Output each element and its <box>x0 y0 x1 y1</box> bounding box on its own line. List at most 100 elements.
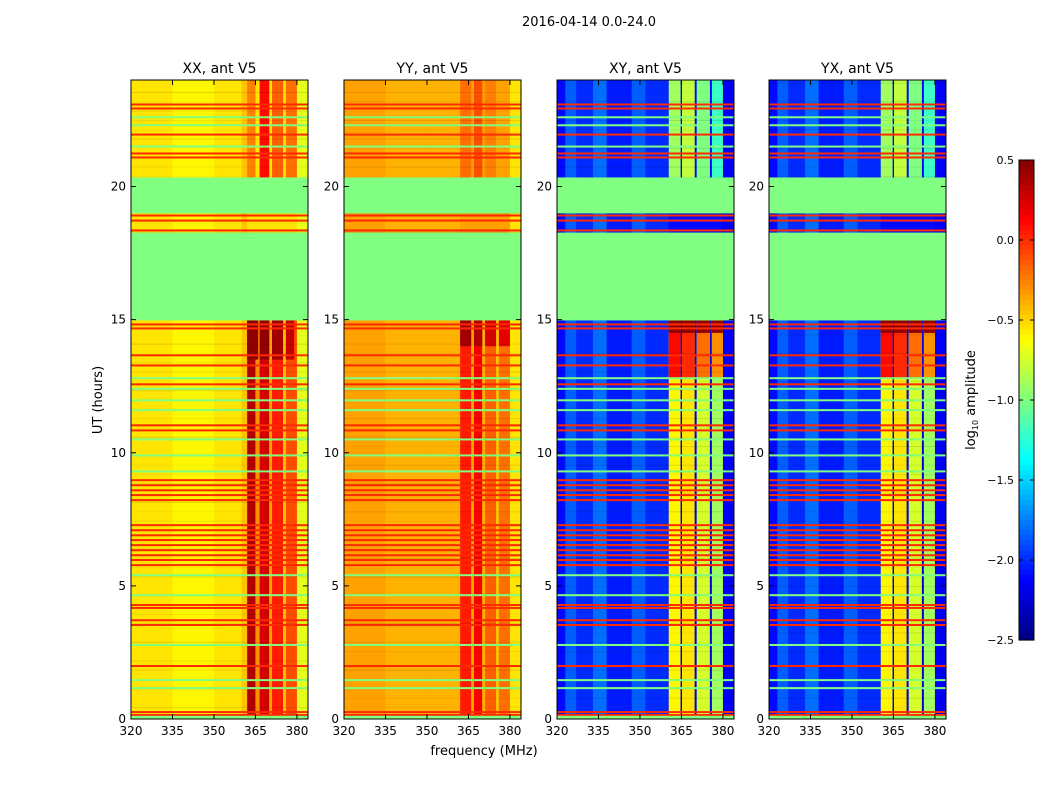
heatmap-rfi-line <box>769 494 946 497</box>
x-tick-label: 365 <box>670 724 693 738</box>
heatmap-texture-row <box>557 642 734 643</box>
heatmap-rfi-band <box>711 320 723 333</box>
colorbar-segment <box>1019 300 1034 306</box>
heatmap-texture-row <box>557 669 734 671</box>
colorbar-segment <box>1019 285 1034 291</box>
colorbar-segment <box>1019 540 1034 546</box>
x-tick-label: 350 <box>629 724 652 738</box>
heatmap-texture-row <box>557 436 734 438</box>
x-tick-label: 380 <box>711 724 734 738</box>
colorbar-segment <box>1019 525 1034 531</box>
heatmap-texture-row <box>769 139 946 140</box>
heatmap-flag-line <box>769 377 946 380</box>
colorbar-segment <box>1019 240 1034 246</box>
heatmap-texture-row <box>769 669 946 671</box>
heatmap-flag-line <box>344 594 521 597</box>
colorbar-tick-label: −2.5 <box>987 634 1014 647</box>
heatmap-flag-line <box>131 574 308 577</box>
heatmap-texture-row <box>769 585 946 587</box>
heatmap-texture-row <box>769 437 946 438</box>
colorbar-segment <box>1019 455 1034 461</box>
heatmap-flag-line <box>344 454 521 457</box>
heatmap-texture-row <box>344 119 521 121</box>
heatmap-texture-row <box>344 343 521 345</box>
heatmap-texture-row <box>769 390 946 391</box>
heatmap-flag-line <box>557 399 734 402</box>
heatmap-rfi-line <box>344 327 521 330</box>
axes-frame <box>130 79 309 720</box>
heatmap-texture-row <box>344 614 521 615</box>
heatmap-rfi-band <box>696 320 710 333</box>
heatmap-texture-row <box>131 343 308 345</box>
axes-frame <box>556 79 735 720</box>
colorbar-segment <box>1019 560 1034 566</box>
heatmap-flag-line <box>557 438 734 441</box>
colorbar-segment <box>1019 580 1034 586</box>
heatmap-texture-row <box>557 614 734 615</box>
y-tick-label: 10 <box>324 446 339 460</box>
x-tick-label: 335 <box>587 724 610 738</box>
heatmap-texture-row <box>557 352 734 354</box>
heatmap-rfi-band <box>259 320 270 360</box>
heatmap-texture-row <box>131 362 308 364</box>
colorbar: 0.5 0.0 −0.5 −1.0 −1.5 −2.0 −2.5 <box>987 154 1035 647</box>
heatmap-texture-row <box>769 119 946 121</box>
heatmap-rfi-line <box>131 479 308 482</box>
heatmap-flag-line <box>769 399 946 402</box>
x-axis-label: frequency (MHz) <box>430 744 537 759</box>
y-tick-label: 5 <box>756 579 764 593</box>
heatmap-rfi-line <box>131 327 308 330</box>
colorbar-segment <box>1019 270 1034 276</box>
heatmap-texture-row <box>557 483 734 485</box>
heatmap-rfi-line <box>557 499 734 502</box>
heatmap-texture-row <box>131 353 308 354</box>
heatmap-rfi-band <box>269 319 273 719</box>
heatmap-rfi-line <box>769 152 946 155</box>
y-tick-label: 5 <box>331 579 339 593</box>
heatmap-rfi-line <box>344 494 521 497</box>
heatmap-texture-row <box>769 446 946 448</box>
figure-title: 2016-04-14 0.0-24.0 <box>522 15 656 30</box>
y-tick-label: 15 <box>749 313 764 327</box>
heatmap-rfi-line <box>769 107 946 110</box>
colorbar-segment <box>1019 570 1034 576</box>
heatmap-rfi-line <box>344 214 521 217</box>
colorbar-segment <box>1019 220 1034 226</box>
heatmap-texture-row <box>344 623 521 625</box>
heatmap-rfi-line <box>344 604 521 607</box>
heatmap-rfi-line <box>131 606 308 609</box>
heatmap-texture-row <box>557 119 734 121</box>
y-tick-label: 15 <box>111 313 126 327</box>
heatmap-rfi-band <box>485 80 497 178</box>
colorbar-segment <box>1019 210 1034 216</box>
heatmap-texture-row <box>131 418 308 420</box>
heatmap-rfi-band <box>255 319 260 719</box>
heatmap-texture-row <box>769 502 946 503</box>
heatmap-rfi-line <box>131 156 308 159</box>
heatmap-texture-row <box>769 352 946 354</box>
heatmap-texture-row <box>131 632 308 633</box>
heatmap-rfi-line <box>557 559 734 562</box>
colorbar-segment <box>1019 470 1034 476</box>
heatmap-rfi-line <box>557 665 734 668</box>
heatmap-flag-line <box>557 116 734 119</box>
heatmap-texture-row <box>769 82 946 84</box>
heatmap-texture-row <box>131 427 308 428</box>
colorbar-segment <box>1019 625 1034 631</box>
heatmap-rfi-line <box>557 214 734 217</box>
panel-yy: YY, ant V5 320 335 350 365 380 0 5 10 15 20 <box>324 61 522 738</box>
heatmap-rfi-line <box>344 364 521 367</box>
heatmap-rfi-band <box>923 80 935 178</box>
heatmap-texture-row <box>769 129 946 131</box>
heatmap-texture-row <box>131 641 308 643</box>
colorbar-segment <box>1019 535 1034 541</box>
heatmap-rfi-line <box>344 156 521 159</box>
heatmap-rfi-band <box>460 319 472 719</box>
colorbar-segment <box>1019 235 1034 241</box>
colorbar-segment <box>1019 190 1034 196</box>
heatmap-texture-row <box>344 166 521 168</box>
heatmap-texture-row <box>344 362 521 363</box>
heatmap-flagged-block <box>557 715 734 719</box>
heatmap-texture-row <box>344 548 521 550</box>
colorbar-tick-label: 0.5 <box>997 154 1015 167</box>
